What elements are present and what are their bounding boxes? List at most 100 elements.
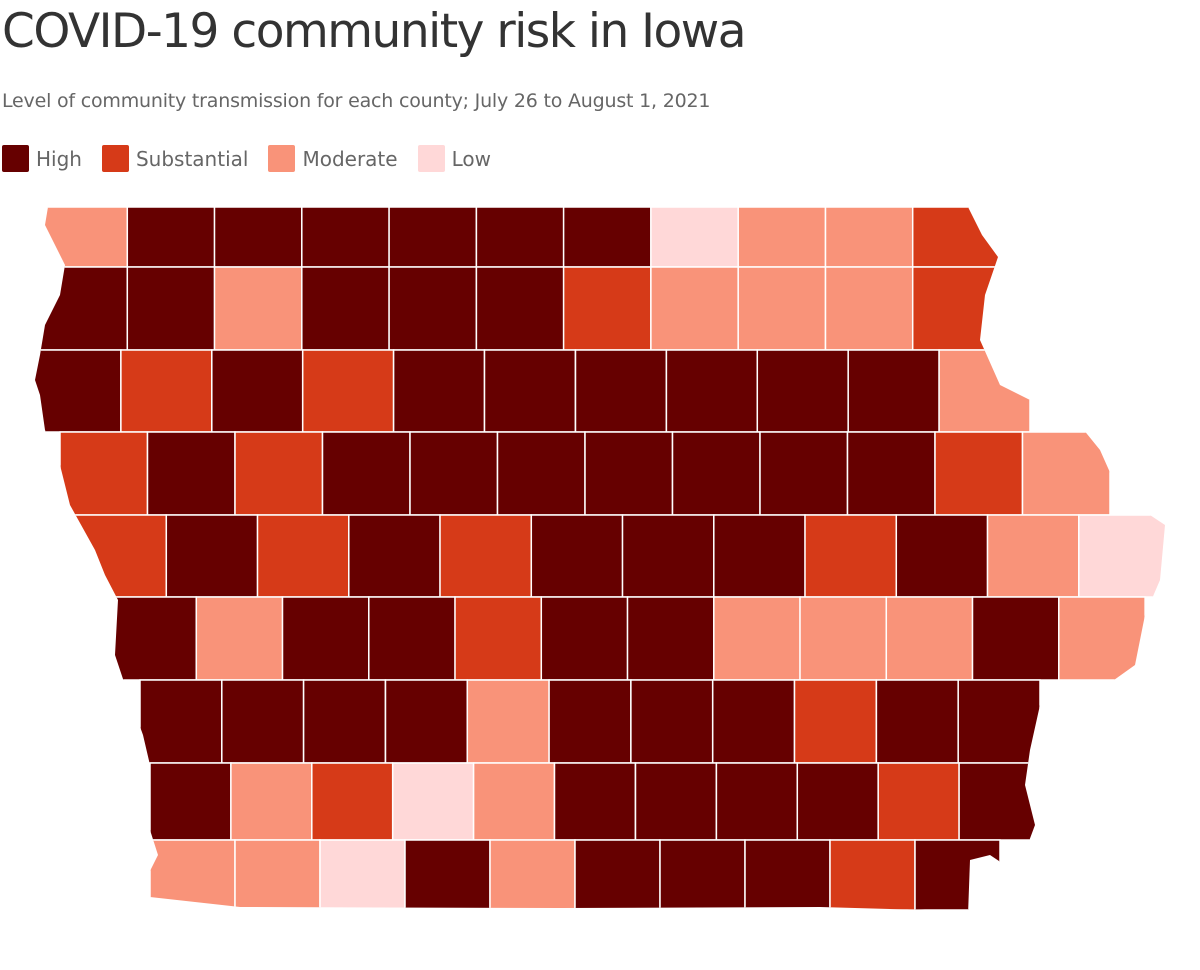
county-high: [301, 207, 390, 268]
county-substantial: [911, 266, 1001, 351]
county-high: [846, 431, 936, 516]
county-high: [847, 349, 940, 433]
county-high: [35, 349, 122, 433]
page-title: COVID-19 community risk in Iowa: [2, 4, 747, 59]
county-moderate: [466, 679, 550, 764]
legend-item-substantial: Substantial: [101, 145, 249, 172]
county-high: [548, 679, 632, 764]
county-moderate: [737, 266, 827, 351]
county-high: [281, 596, 370, 681]
county-high: [475, 266, 565, 351]
county-high: [634, 762, 718, 841]
legend-swatch-high: [2, 145, 29, 172]
county-high: [711, 679, 796, 764]
county-substantial: [829, 839, 916, 911]
county-high: [756, 349, 849, 433]
county-low: [650, 207, 739, 268]
county-high: [584, 431, 674, 516]
legend-label-substantial: Substantial: [135, 146, 249, 171]
county-moderate: [489, 839, 576, 911]
legend-label-moderate: Moderate: [302, 146, 398, 171]
county-moderate: [824, 207, 914, 268]
county-high: [126, 207, 216, 268]
county-high: [574, 349, 668, 433]
legend: High Substantial Moderate Low: [2, 145, 511, 172]
county-high: [384, 679, 469, 764]
county-high: [221, 679, 305, 764]
county-moderate: [1021, 431, 1111, 516]
county-high: [213, 207, 303, 268]
county-moderate: [39, 207, 129, 268]
county-moderate: [885, 596, 974, 681]
county-high: [796, 762, 879, 841]
county-high: [958, 762, 1041, 841]
county-substantial: [59, 431, 149, 516]
county-high: [715, 762, 799, 841]
county-high: [109, 596, 198, 681]
legend-item-low: Low: [417, 145, 491, 172]
county-high: [574, 839, 661, 911]
county-high: [165, 514, 259, 598]
county-moderate: [230, 762, 313, 841]
county-high: [914, 839, 1001, 911]
legend-label-high: High: [36, 146, 82, 171]
county-high: [671, 431, 761, 516]
county-high: [39, 266, 129, 351]
county-high: [301, 266, 390, 351]
county-high: [483, 349, 577, 433]
county-high: [404, 839, 491, 911]
iowa-county-map: [35, 207, 1165, 911]
county-low: [1078, 514, 1165, 598]
county-high: [211, 349, 304, 433]
county-substantial: [804, 514, 898, 598]
county-high: [744, 839, 831, 911]
county-high: [409, 431, 499, 516]
page-subtitle: Level of community transmission for each…: [2, 90, 711, 112]
county-moderate: [213, 266, 303, 351]
county-high: [630, 679, 714, 764]
legend-item-moderate: Moderate: [268, 145, 398, 172]
county-high: [659, 839, 746, 911]
county-high: [540, 596, 629, 681]
county-high: [348, 514, 441, 598]
county-substantial: [793, 679, 878, 764]
county-moderate: [234, 839, 321, 911]
county-substantial: [301, 349, 395, 433]
county-grid: [35, 207, 1165, 911]
county-high: [875, 679, 959, 764]
county-substantial: [454, 596, 543, 681]
county-high: [139, 679, 223, 764]
legend-swatch-substantial: [101, 145, 129, 172]
county-moderate: [1058, 596, 1146, 681]
county-high: [530, 514, 624, 598]
county-low: [391, 762, 475, 841]
county-substantial: [877, 762, 960, 841]
county-substantial: [120, 349, 213, 433]
county-high: [621, 514, 715, 598]
county-moderate: [195, 596, 284, 681]
county-high: [553, 762, 637, 841]
county-high: [475, 207, 565, 268]
county-moderate: [737, 207, 827, 268]
county-moderate: [799, 596, 888, 681]
county-high: [126, 266, 216, 351]
county-high: [388, 207, 478, 268]
county-high: [562, 207, 652, 268]
county-high: [665, 349, 759, 433]
county-substantial: [311, 762, 394, 841]
county-high: [146, 431, 236, 516]
county-moderate: [149, 839, 236, 911]
county-moderate: [713, 596, 801, 681]
county-high: [713, 514, 806, 598]
county-high: [392, 349, 486, 433]
county-moderate: [472, 762, 556, 841]
county-substantial: [256, 514, 350, 598]
county-high: [388, 266, 478, 351]
legend-swatch-moderate: [268, 145, 296, 172]
county-moderate: [986, 514, 1080, 598]
county-moderate: [650, 266, 739, 351]
county-substantial: [234, 431, 324, 516]
legend-item-high: High: [2, 145, 82, 172]
county-high: [149, 762, 232, 841]
county-high: [895, 514, 989, 598]
